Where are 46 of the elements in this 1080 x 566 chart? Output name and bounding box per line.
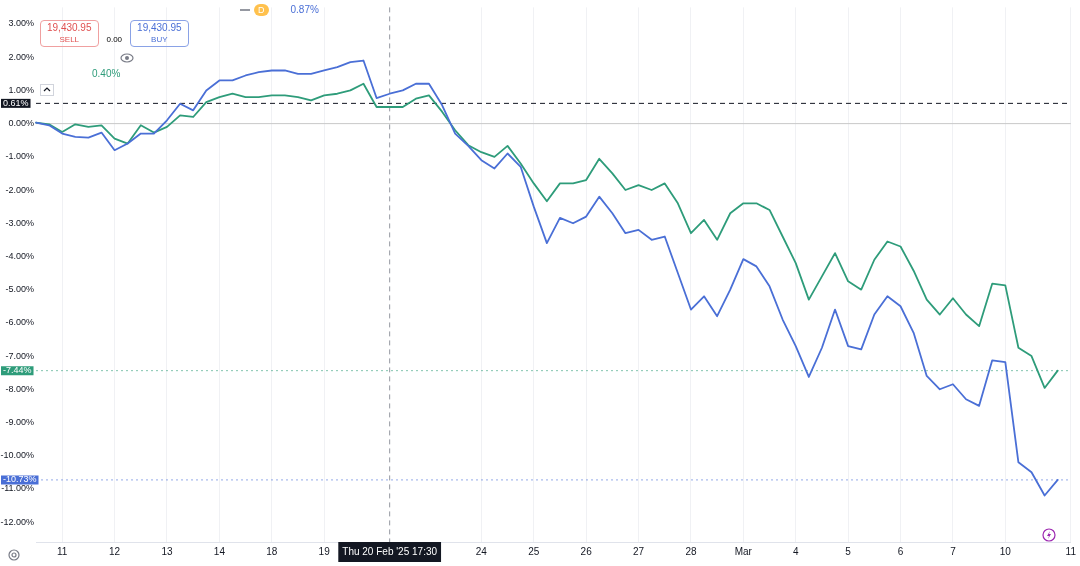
y-tick-label: -5.00% [5, 284, 34, 295]
y-tick-label: -11.00% [1, 483, 34, 494]
annotation: BUY [151, 35, 168, 44]
x-tick-label: 6 [897, 545, 904, 557]
y-tick-label: -7.00% [5, 350, 34, 361]
annotation: SELL [59, 35, 80, 44]
y-tick-label: -1.00% [5, 151, 34, 162]
y-tick-label: 2.00% [8, 51, 34, 62]
x-tick-label: 10 [999, 545, 1012, 557]
y-tick-label: 3.00% [8, 18, 34, 29]
ref-line-label: -7.44% [3, 365, 32, 376]
x-tick-label: 12 [109, 545, 121, 557]
x-tick-label: 24 [475, 545, 488, 557]
annotation: 19,430.95 [137, 22, 182, 33]
y-tick-label: -2.00% [5, 184, 34, 195]
annotation: 19,430.95 [47, 22, 92, 33]
x-tick-label: 14 [213, 545, 226, 557]
y-tick-label: -4.00% [5, 250, 34, 261]
y-tick-label: -6.00% [5, 317, 34, 328]
x-tick-label: 27 [632, 545, 645, 557]
y-tick-label: -3.00% [5, 217, 34, 228]
x-tick-label: 11 [57, 545, 68, 557]
x-tick-label: 28 [685, 545, 697, 557]
x-tick-label: 19 [318, 545, 331, 557]
y-tick-label: -12.00% [0, 516, 34, 527]
y-tick-label: -10.00% [0, 450, 34, 461]
y-tick-label: -9.00% [5, 416, 34, 427]
y-tick-label: 1.00% [8, 84, 34, 95]
x-tick-label: Thu 20 Feb '25 17:30 [342, 545, 438, 557]
ref-line-label: -10.73% [3, 474, 37, 485]
x-tick-label: 11 [1065, 545, 1077, 557]
y-tick-label: -8.00% [5, 383, 34, 394]
x-tick-label: 25 [528, 545, 540, 557]
x-tick-label: 7 [950, 545, 957, 557]
x-tick-label: 18 [266, 545, 278, 557]
annotation: 0.87% [290, 4, 319, 15]
annotation: 0.40% [92, 68, 121, 79]
y-tick-label: 0.00% [8, 118, 34, 129]
x-tick-label: 13 [161, 545, 173, 557]
ref-line-label: 0.61% [3, 97, 29, 108]
annotation: 0.00 [106, 34, 123, 44]
annotation: D [254, 4, 269, 16]
x-tick-label: Mar [734, 545, 753, 557]
x-tick-label: 5 [845, 545, 852, 557]
x-tick-label: 26 [580, 545, 593, 557]
x-tick-label: 4 [792, 545, 799, 557]
